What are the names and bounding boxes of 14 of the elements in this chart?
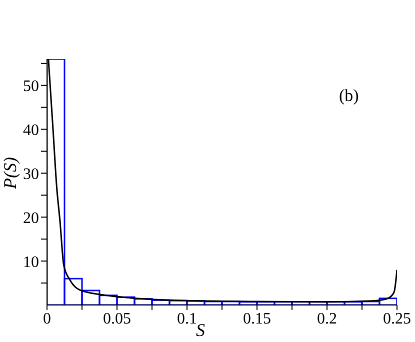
x-tick-label: 0.05 (103, 310, 131, 328)
y-axis-title: P(S) (0, 156, 20, 191)
x-axis-title: S (196, 320, 205, 340)
x-tick-label: 0.25 (383, 310, 411, 328)
y-tick-label: 30 (23, 166, 39, 183)
y-tick-label: 50 (23, 78, 39, 96)
x-tick-label: 0.15 (243, 310, 271, 328)
y-tick-label: 20 (23, 210, 39, 227)
annotation: (b) (339, 86, 359, 106)
y-tick-label: 40 (23, 122, 39, 139)
y-tick-label: 10 (23, 254, 39, 271)
x-tick-label: 0.2 (317, 310, 337, 328)
x-tick-label: 0.1 (177, 310, 197, 328)
x-tick-label: 0 (43, 310, 51, 328)
